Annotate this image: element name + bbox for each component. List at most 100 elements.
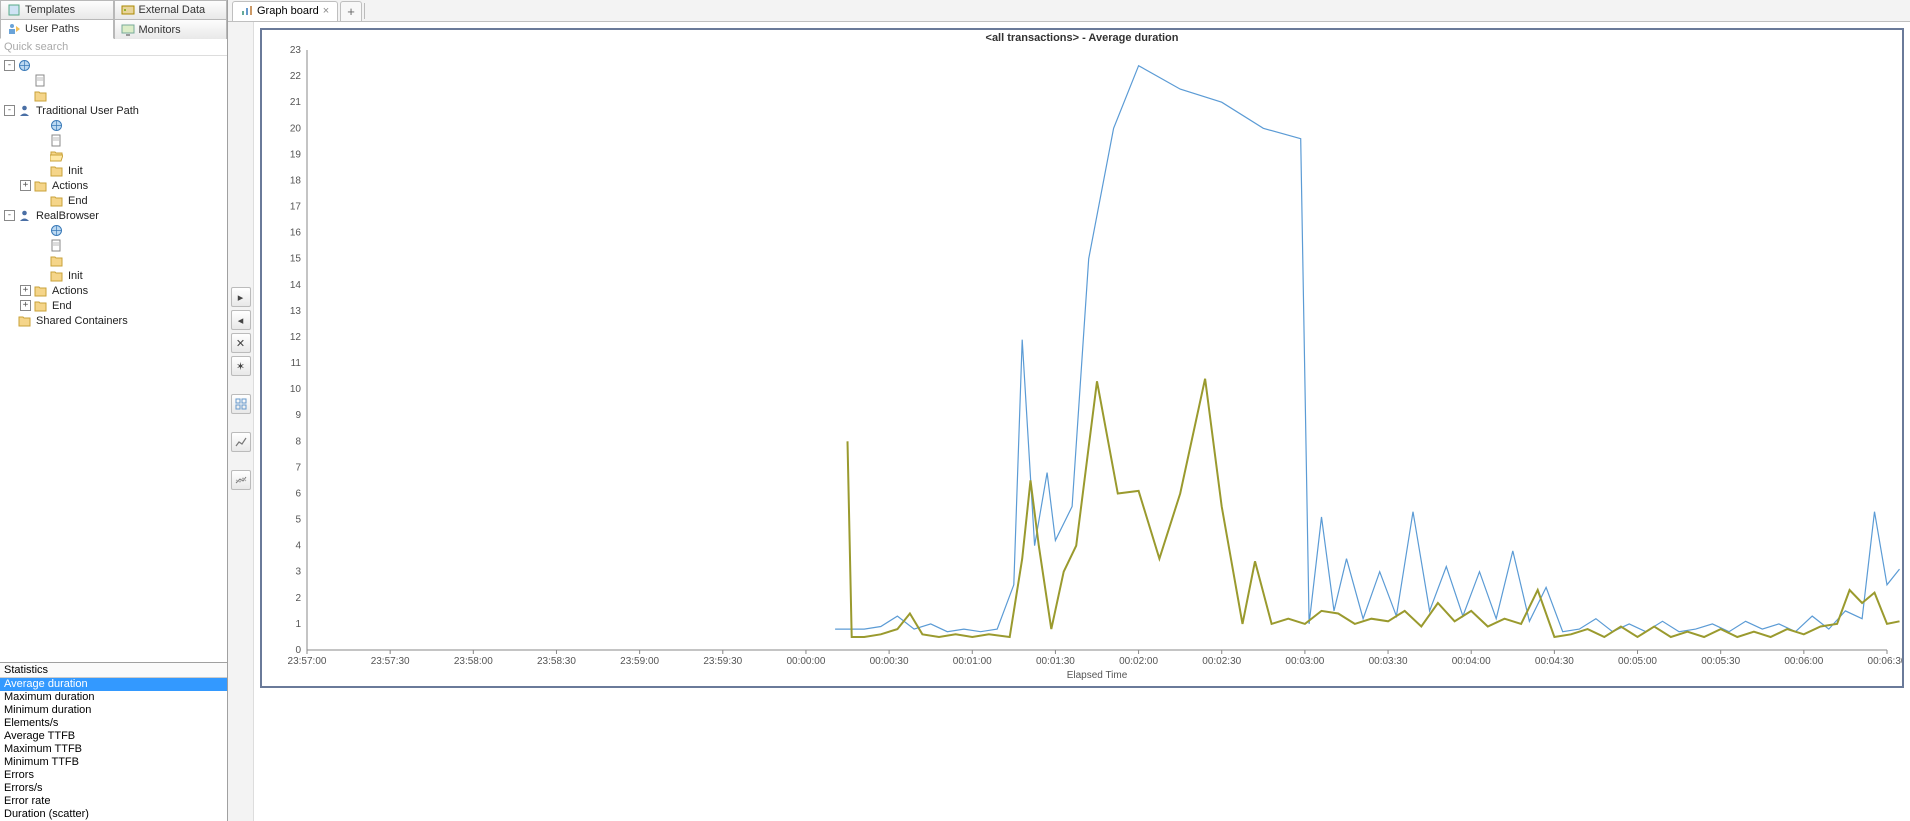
svg-text:00:03:30: 00:03:30: [1369, 656, 1408, 667]
main-panel: Graph board × + ▸ ◂ ✕ ✶: [228, 0, 1910, 821]
tree-item[interactable]: [0, 253, 227, 268]
folder-icon: [33, 299, 47, 313]
svg-text:00:03:00: 00:03:00: [1285, 656, 1324, 667]
tree-item[interactable]: [0, 148, 227, 163]
tree-label: Actions: [50, 285, 90, 297]
svg-text:1: 1: [295, 619, 301, 630]
tree-item[interactable]: -: [0, 58, 227, 73]
graph-tab-icon: [241, 4, 253, 19]
svg-text:15: 15: [290, 254, 302, 265]
tab-graph-board[interactable]: Graph board ×: [232, 1, 338, 21]
svg-text:23: 23: [290, 45, 302, 56]
series-blue: [835, 66, 1899, 632]
page-icon: [49, 134, 63, 148]
stats-item[interactable]: Elements/s: [0, 717, 227, 730]
stats-item[interactable]: Duration (scatter): [0, 808, 227, 821]
tree-item[interactable]: [0, 223, 227, 238]
svg-text:20: 20: [290, 123, 302, 134]
tree-item[interactable]: + Actions: [0, 178, 227, 193]
tree-item[interactable]: [0, 133, 227, 148]
tree-item[interactable]: [0, 118, 227, 133]
stats-item[interactable]: Errors/s: [0, 782, 227, 795]
svg-text:11: 11: [291, 358, 302, 369]
svg-text:00:05:00: 00:05:00: [1618, 656, 1657, 667]
svg-text:23:58:30: 23:58:30: [537, 656, 576, 667]
tree-item[interactable]: [0, 73, 227, 88]
tree-item[interactable]: -Traditional User Path: [0, 103, 227, 118]
stats-item[interactable]: Average TTFB: [0, 730, 227, 743]
stats-item[interactable]: Minimum TTFB: [0, 756, 227, 769]
userpaths-icon: [7, 22, 21, 36]
stats-item[interactable]: Maximum TTFB: [0, 743, 227, 756]
stats-item[interactable]: Maximum duration: [0, 691, 227, 704]
expand-icon[interactable]: +: [20, 285, 31, 296]
tree-view: --Traditional User PathInit+ActionsEnd-R…: [0, 56, 227, 662]
tree-item[interactable]: [0, 238, 227, 253]
left-tab-monitors[interactable]: Monitors: [114, 19, 228, 39]
folder-icon: [49, 254, 63, 268]
templates-icon: [7, 3, 21, 17]
tab-label: External Data: [139, 4, 206, 16]
collapse-left-button[interactable]: ◂: [231, 310, 251, 330]
tree-item[interactable]: End: [0, 193, 227, 208]
add-tab-button[interactable]: +: [340, 1, 362, 21]
quick-search-input[interactable]: Quick search: [0, 39, 227, 56]
svg-text:00:05:30: 00:05:30: [1701, 656, 1740, 667]
tree-label: Init: [66, 165, 85, 177]
svg-text:00:01:00: 00:01:00: [953, 656, 992, 667]
stats-button[interactable]: [231, 432, 251, 452]
settings-button[interactable]: ✶: [231, 356, 251, 376]
expand-icon[interactable]: +: [20, 300, 31, 311]
collapse-icon[interactable]: -: [4, 60, 15, 71]
tree-label: RealBrowser: [34, 210, 101, 222]
svg-text:0: 0: [295, 645, 301, 656]
stats-item[interactable]: Errors: [0, 769, 227, 782]
left-tab-user-paths[interactable]: User Paths: [0, 19, 114, 39]
svg-text:8: 8: [295, 436, 301, 447]
tree-label: Actions: [50, 180, 90, 192]
svg-text:7: 7: [295, 462, 301, 473]
close-chart-button[interactable]: ✕: [231, 333, 251, 353]
external-icon: [121, 3, 135, 17]
collapse-icon[interactable]: -: [4, 105, 15, 116]
tree-label: End: [66, 195, 90, 207]
compare-button[interactable]: [231, 470, 251, 490]
svg-text:23:57:30: 23:57:30: [371, 656, 410, 667]
tree-item[interactable]: - RealBrowser: [0, 208, 227, 223]
close-tab-icon[interactable]: ×: [323, 5, 329, 17]
svg-text:3: 3: [295, 567, 301, 578]
tree-item[interactable]: [0, 88, 227, 103]
chart-svg: 0123456789101112131415161718192021222323…: [262, 30, 1902, 684]
main-tabs: Graph board × +: [228, 0, 1910, 22]
tree-item[interactable]: Init: [0, 163, 227, 178]
svg-text:00:06:30: 00:06:30: [1868, 656, 1902, 667]
tab-label: Monitors: [139, 24, 181, 36]
svg-text:23:59:30: 23:59:30: [703, 656, 742, 667]
svg-text:16: 16: [290, 228, 302, 239]
stats-item[interactable]: Average duration: [0, 678, 227, 691]
svg-text:13: 13: [290, 306, 302, 317]
svg-text:9: 9: [295, 410, 301, 421]
tree-item[interactable]: Shared Containers: [0, 313, 227, 328]
collapse-icon[interactable]: -: [4, 210, 15, 221]
stats-item[interactable]: Error rate: [0, 795, 227, 808]
tree-label: End: [50, 300, 74, 312]
svg-text:12: 12: [290, 332, 302, 343]
folder-icon: [49, 164, 63, 178]
grid-layout-button[interactable]: [231, 394, 251, 414]
page-icon: [33, 74, 47, 88]
svg-text:00:00:30: 00:00:30: [870, 656, 909, 667]
tree-item[interactable]: + End: [0, 298, 227, 313]
stats-item[interactable]: Minimum duration: [0, 704, 227, 717]
chart-toolbar: ▸ ◂ ✕ ✶: [228, 22, 254, 821]
app-root: Templates External Data User Paths Monitor…: [0, 0, 1910, 821]
svg-text:23:57:00: 23:57:00: [288, 656, 327, 667]
tree-item[interactable]: + Actions: [0, 283, 227, 298]
folder-icon: [33, 89, 47, 103]
left-tab-templates[interactable]: Templates: [0, 0, 114, 19]
tree-item[interactable]: Init: [0, 268, 227, 283]
collapse-right-button[interactable]: ▸: [231, 287, 251, 307]
expand-icon[interactable]: +: [20, 180, 31, 191]
left-tab-external-data[interactable]: External Data: [114, 0, 228, 19]
user-icon: [17, 104, 31, 118]
